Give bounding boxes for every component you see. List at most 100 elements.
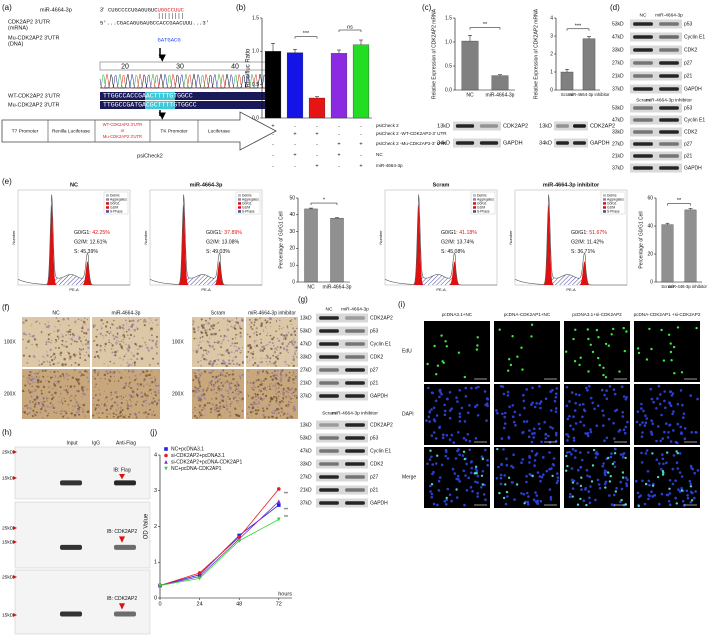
ihc-texture	[228, 362, 230, 365]
nucleus	[635, 420, 639, 424]
highlight	[145, 92, 175, 100]
row-label: DAPI	[402, 411, 414, 417]
ihc-texture	[231, 319, 233, 321]
ihc-texture	[285, 373, 287, 375]
ihc-texture	[231, 373, 234, 376]
blot-background	[630, 84, 682, 94]
edu-nucleus	[660, 328, 663, 332]
ihc-texture	[140, 319, 142, 320]
ihc-texture	[271, 411, 273, 414]
ihc-texture	[234, 342, 237, 345]
sequence: CUGCCCCUGAGUGUC	[108, 6, 158, 13]
kd-marker: 47kD	[300, 341, 312, 347]
ihc-texture	[27, 377, 30, 380]
ihc-texture	[265, 344, 268, 347]
ihc-texture	[37, 403, 40, 406]
ihc-texture	[79, 353, 82, 355]
ihc-texture	[103, 404, 106, 407]
ihc-texture	[142, 400, 145, 403]
ihc-texture	[97, 374, 99, 376]
nucleus	[596, 478, 600, 482]
ihc-texture	[223, 318, 225, 320]
nucleus	[645, 417, 649, 420]
ihc-texture	[38, 360, 40, 362]
ihc-texture	[234, 349, 237, 352]
blot-band	[633, 106, 653, 110]
ihc-texture	[84, 323, 86, 325]
nucleus	[671, 467, 675, 471]
ihc-texture	[234, 413, 238, 416]
blot-band	[659, 22, 679, 26]
ihc-texture	[193, 337, 196, 340]
ihc-texture	[286, 412, 289, 415]
ihc-texture	[257, 406, 259, 408]
protein-label: CDK2	[370, 461, 384, 467]
condition-sign: +	[359, 163, 362, 169]
nucleus	[587, 451, 590, 454]
ihc-texture	[287, 343, 290, 345]
edu-nucleus	[602, 366, 605, 369]
ihc-texture	[255, 327, 258, 330]
ihc-texture	[223, 380, 225, 382]
blot-band	[319, 488, 339, 492]
ihc-texture	[149, 330, 151, 332]
ihc-texture	[112, 415, 115, 418]
nucleus	[484, 403, 487, 407]
blot-band	[319, 329, 339, 333]
histogram-s-phase	[385, 274, 497, 285]
kd-marker: 47kD	[612, 34, 624, 40]
ihc-texture	[205, 334, 209, 337]
ihc-texture	[238, 363, 241, 366]
nucleus	[457, 478, 460, 481]
panel-label: (b)	[236, 3, 246, 12]
ihc-texture	[230, 351, 233, 353]
ihc-texture	[59, 380, 61, 382]
legend-label: S-Phase	[242, 209, 255, 213]
ihc-texture	[108, 339, 110, 342]
kd-marker: 37kD	[612, 165, 624, 171]
ihc-texture	[60, 413, 62, 415]
nucleus	[650, 419, 653, 423]
ihc-texture	[94, 394, 97, 397]
ihc-texture	[50, 359, 54, 362]
ihc-texture	[37, 385, 40, 389]
nucleus	[511, 404, 515, 407]
ihc-texture	[119, 336, 121, 338]
ihc-texture	[199, 406, 201, 408]
nucleus	[622, 395, 626, 398]
ihc-texture	[250, 386, 253, 389]
point	[158, 583, 162, 588]
ihc-texture	[247, 383, 249, 385]
ihc-texture	[271, 337, 274, 341]
ihc-texture	[262, 345, 265, 348]
ihc-texture	[278, 391, 280, 393]
ihc-texture	[239, 398, 242, 400]
edu-nucleus	[435, 373, 438, 376]
ihc-texture	[40, 401, 43, 404]
ihc-texture	[275, 364, 277, 367]
nucleus	[608, 385, 612, 388]
ihc-texture	[54, 381, 56, 383]
blot-band	[659, 35, 679, 39]
nucleus	[481, 470, 485, 473]
ihc-texture	[282, 398, 284, 400]
edu-nucleus	[656, 475, 660, 479]
nucleus	[625, 482, 628, 485]
ihc-texture	[275, 409, 277, 412]
ihc-texture	[280, 328, 283, 330]
nucleus	[456, 449, 459, 453]
edu-nucleus	[598, 364, 601, 367]
nucleus	[580, 488, 583, 491]
nucleus	[521, 431, 524, 435]
ihc-texture	[280, 333, 283, 336]
ihc-texture	[287, 403, 290, 406]
ihc-texture	[255, 412, 258, 415]
ihc-texture	[121, 414, 123, 416]
nucleus	[552, 457, 556, 460]
stat-label: G2/M: 13.74%	[441, 240, 475, 246]
ihc-texture	[76, 402, 79, 405]
ihc-texture	[49, 364, 52, 367]
ihc-texture	[235, 321, 238, 324]
ihc-texture	[112, 403, 114, 405]
